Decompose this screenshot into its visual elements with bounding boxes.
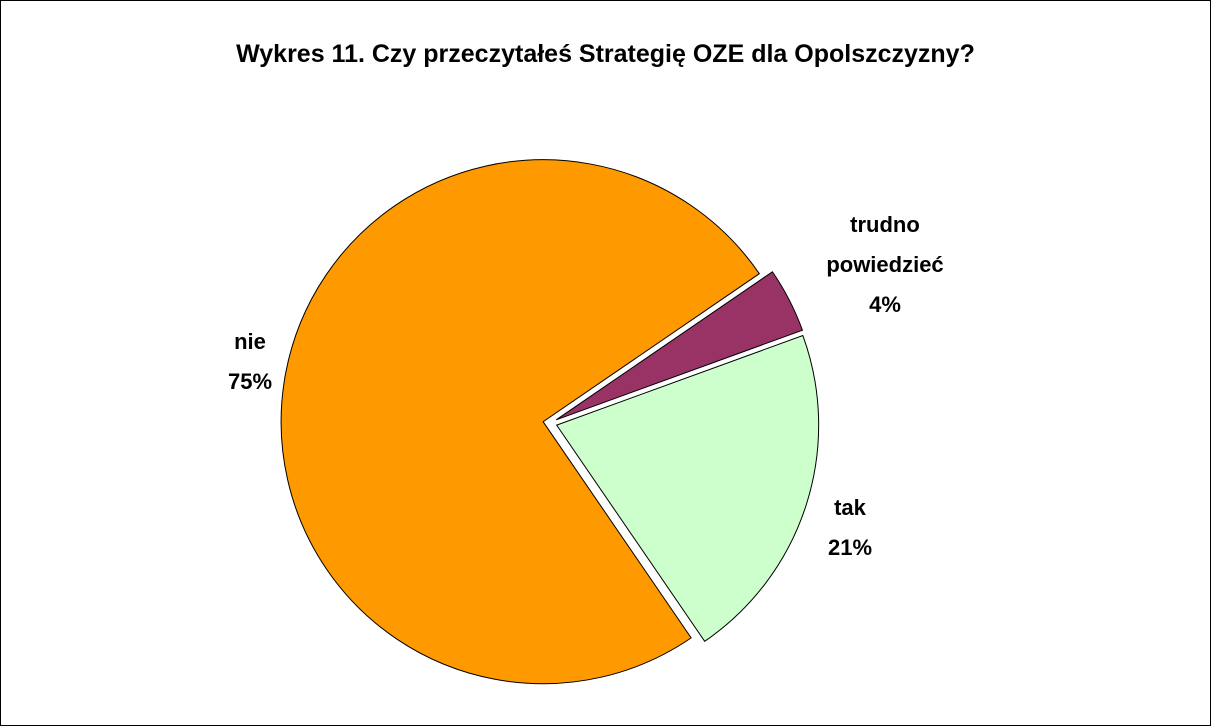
pie-slice <box>555 271 804 421</box>
pie-slice <box>280 159 760 685</box>
category-label: tak <box>834 495 866 520</box>
slice-label: nie 75% <box>170 322 330 402</box>
category-label: trudno powiedzieć <box>826 212 944 277</box>
slice-label: tak 21% <box>770 488 930 568</box>
slice-label: trudno powiedzieć 4% <box>805 205 965 325</box>
value-label: 21% <box>827 535 873 560</box>
category-label: nie <box>234 329 266 354</box>
value-label: 75% <box>227 369 273 394</box>
pie-slice <box>555 334 820 643</box>
value-label: 4% <box>869 292 901 317</box>
chart-title: Wykres 11. Czy przeczytałeś Strategię OZ… <box>236 40 975 68</box>
